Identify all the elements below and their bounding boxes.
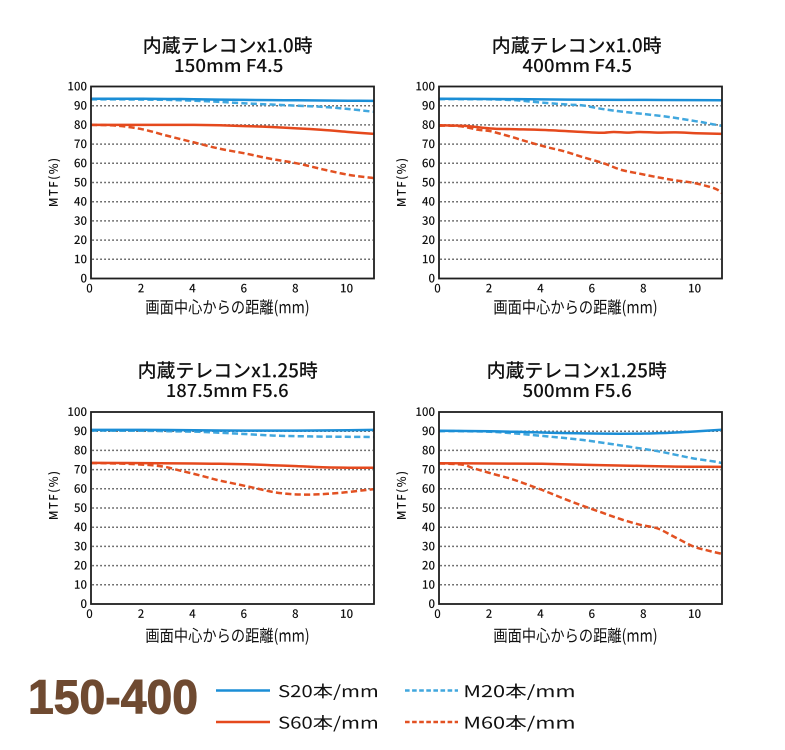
svg-text:150-400: 150-400 (28, 671, 198, 725)
